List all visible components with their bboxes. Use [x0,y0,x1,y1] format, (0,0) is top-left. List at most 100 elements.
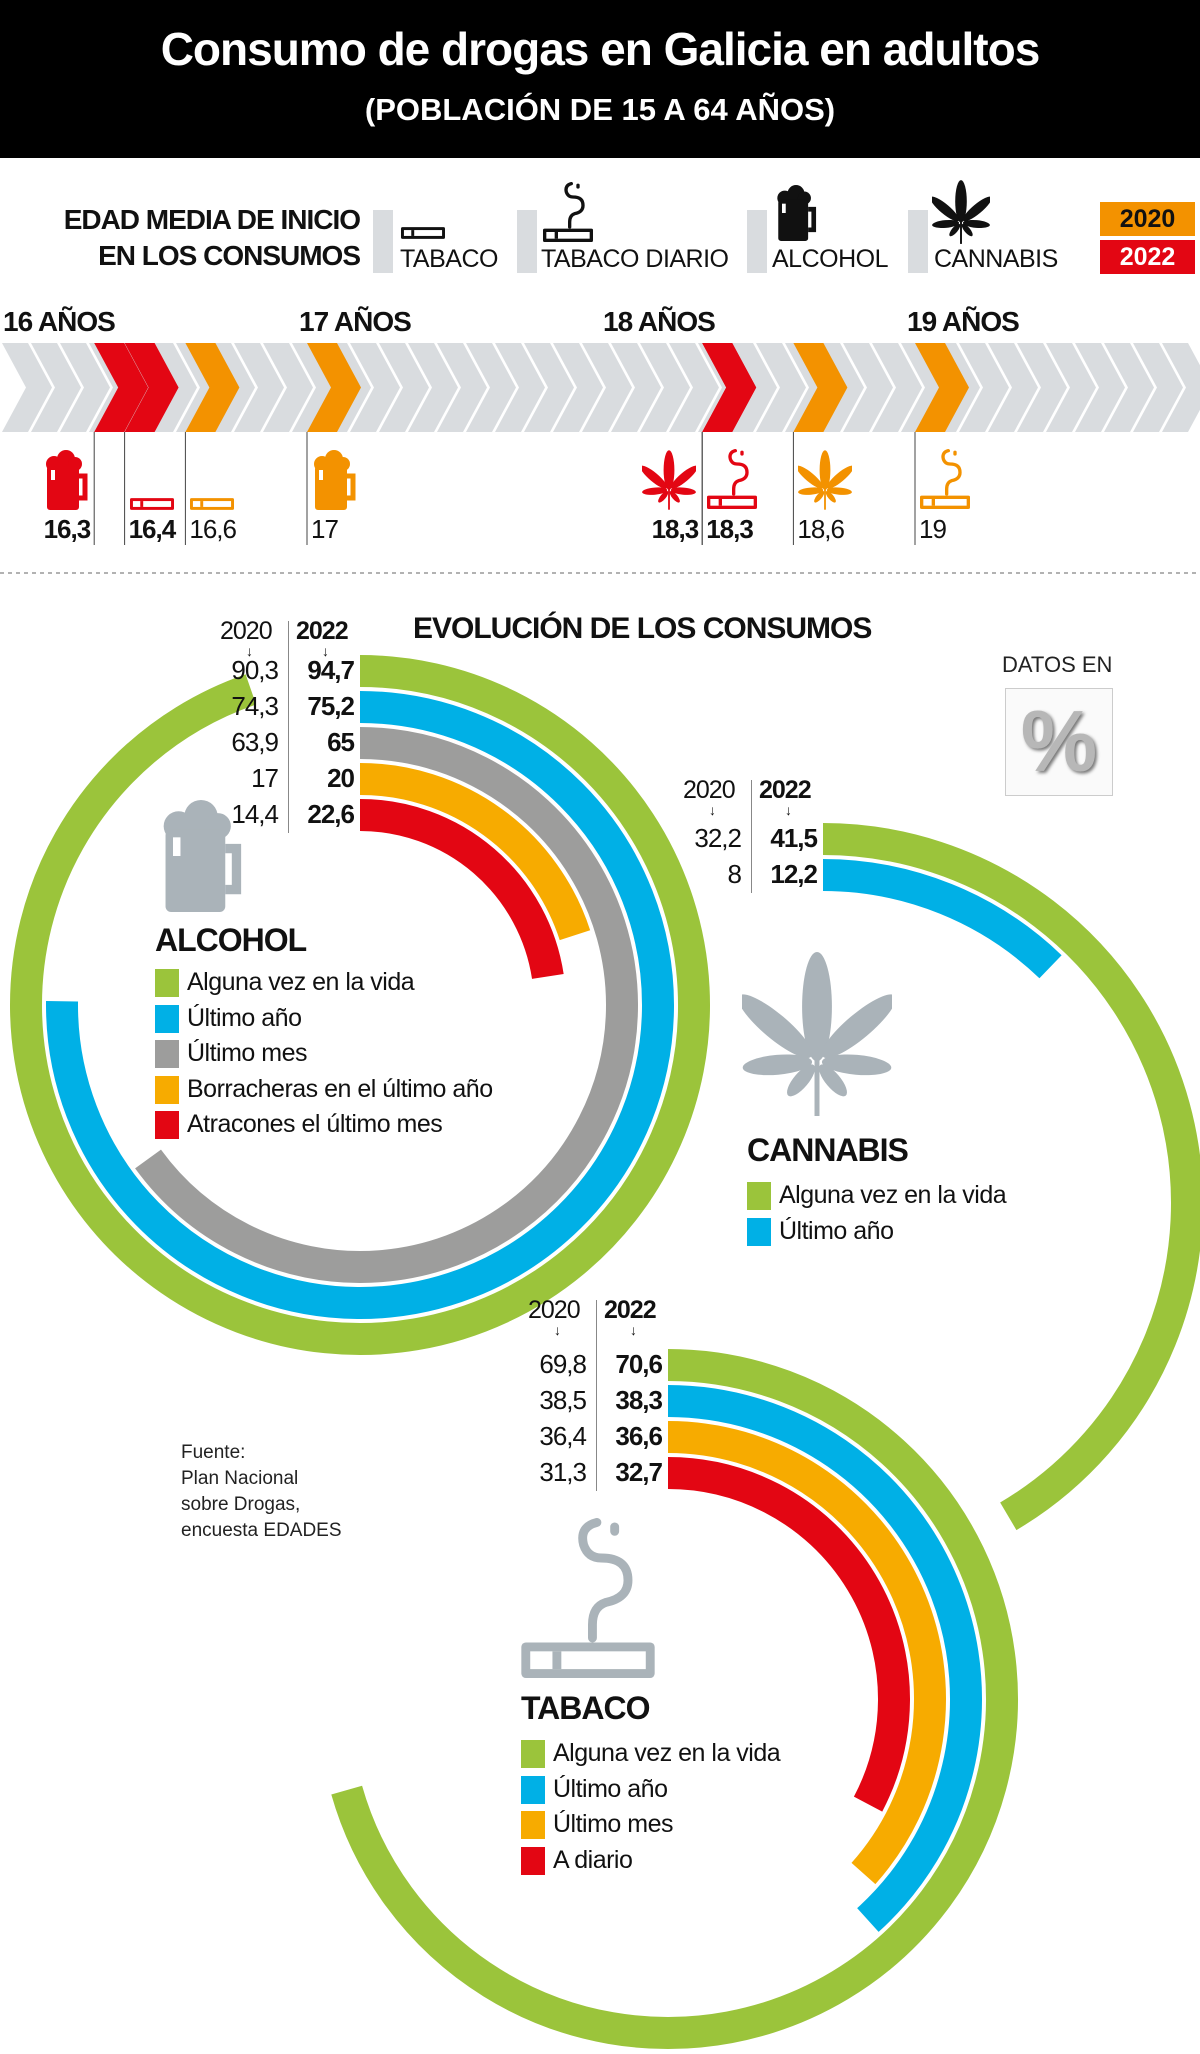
legend-label: A diario [553,1845,633,1874]
legend-swatch [521,1775,545,1804]
timeline-marker-chevron [307,343,361,432]
legend-swatch [155,1040,179,1069]
timeline-band-chevron [843,343,893,432]
cannabis-leaf-icon [742,952,892,1116]
legend-label: Alguna vez en la vida [779,1181,1007,1209]
timeline-band-chevron [466,343,516,432]
value-2020: 63,9 [231,727,279,757]
column-header-2022: 2022 [759,776,812,804]
timeline-band-chevron [988,343,1038,432]
arrow-down-icon: ↓ [709,802,716,818]
column-header-2020: 2020 [220,617,273,645]
timeline-band-chevron [60,343,110,432]
timeline-marker-chevron [94,343,149,432]
timeline-band-chevron [524,343,574,432]
timeline-marker-chevron [793,343,848,432]
arc-cannabis-1 [822,859,1062,979]
timeline-band-chevron [263,343,313,432]
arc-cannabis-0 [822,823,1200,1531]
value-2022: 75,2 [307,691,355,721]
legend-swatch [155,1075,179,1104]
chart-title: CANNABIS [747,1132,909,1168]
legend-divider [517,210,537,273]
legend-swatch [155,1004,179,1033]
chart-title: TABACO [521,1690,650,1726]
percent-icon: % [1005,688,1113,796]
section-title: EVOLUCIÓN DE LOS CONSUMOS [413,612,872,645]
legend-swatch [521,1740,545,1769]
timeline-band-chevron [582,343,632,432]
value-2020: 31,3 [539,1457,587,1487]
arrow-down-icon: ↓ [554,1322,561,1338]
legend-label: Alguna vez en la vida [553,1739,781,1767]
value-2020: 69,8 [539,1349,587,1379]
value-2020: 8 [727,859,742,889]
timeline-value: 16,3 [43,514,92,544]
legend-item: Alguna vez en la vida [747,1180,1007,1211]
arrow-down-icon: ↓ [246,643,253,659]
legend-label: Atracones el último mes [187,1110,443,1138]
legend-label-tabaco: TABACO [400,245,498,273]
value-2022: 70,6 [615,1349,663,1379]
timeline-band-chevron [669,343,719,432]
timeline-band-chevron [1104,343,1154,432]
value-2020: 74,3 [231,691,279,721]
legend-divider [373,210,393,273]
column-header-2020: 2020 [528,1296,581,1324]
legend-label-alcohol: ALCOHOL [772,245,888,273]
value-2020: 32,2 [694,823,742,853]
legend-swatch [747,1182,771,1211]
timeline-band-chevron [1017,343,1067,432]
header-band [0,0,1200,158]
arc-tabaco-2 [667,1421,946,1885]
units-note-label: DATOS EN [1002,652,1113,677]
column-header-2022: 2022 [604,1296,657,1324]
legend-item: Último año [155,1003,302,1033]
timeline-tick-label: 17 AÑOS [299,306,412,337]
timeline-marker-chevron [915,343,969,432]
timeline-band-chevron [872,343,922,432]
timeline-band-chevron [756,343,806,432]
legend-label: Alguna vez en la vida [187,968,415,996]
legend-divider [747,210,767,273]
arc-alcohol-4 [359,799,564,980]
legend-heading-line1: EDAD MEDIA DE INICIO [63,204,361,235]
legend-year-2020: 2020 [1100,202,1195,236]
legend-label: Borracheras en el último año [187,1074,493,1103]
column-header-2020: 2020 [683,776,736,804]
arc-tabaco-3 [667,1457,910,1812]
legend-heading-line2: EN LOS CONSUMOS [98,240,361,271]
timeline-band-chevron [31,343,81,432]
legend-item: Último mes [155,1038,308,1069]
timeline-tick-label: 19 AÑOS [907,306,1020,337]
value-2022: 32,7 [615,1457,663,1487]
timeline-band-chevron [379,343,429,432]
timeline-value: 16,6 [189,514,237,544]
timeline-band-chevron [1133,343,1183,432]
legend-swatch [155,1111,179,1140]
legend-label: Último año [779,1216,894,1245]
legend-swatch [521,1811,545,1840]
arc-alcohol-1 [46,691,674,1319]
column-divider [596,1300,597,1491]
legend-item: A diario [521,1845,633,1875]
timeline-band-chevron [437,343,487,432]
timeline-band-chevron [408,343,458,432]
value-2022: 94,7 [307,655,355,685]
timeline-band-chevron [611,343,661,432]
timeline-tick-label: 18 AÑOS [603,306,716,337]
smoking-cigarette-icon [519,1518,657,1678]
timeline-chart [2,343,1200,545]
arrow-down-icon: ↓ [785,802,792,818]
source-line: sobre Drogas, [181,1494,301,1515]
legend-swatch [521,1846,545,1875]
timeline-value: 17 [311,514,339,544]
legend-item: Último mes [521,1809,674,1840]
timeline-band-chevron [640,343,690,432]
arc-alcohol-2 [135,727,638,1283]
legend-swatch [747,1217,771,1246]
page-title: Consumo de drogas en Galicia en adultos [160,23,1041,75]
legend-label-tabaco-diario: TABACO DIARIO [541,245,729,273]
value-2022: 65 [327,727,355,757]
page-subtitle: (POBLACIÓN DE 15 A 64 AÑOS) [364,92,836,127]
